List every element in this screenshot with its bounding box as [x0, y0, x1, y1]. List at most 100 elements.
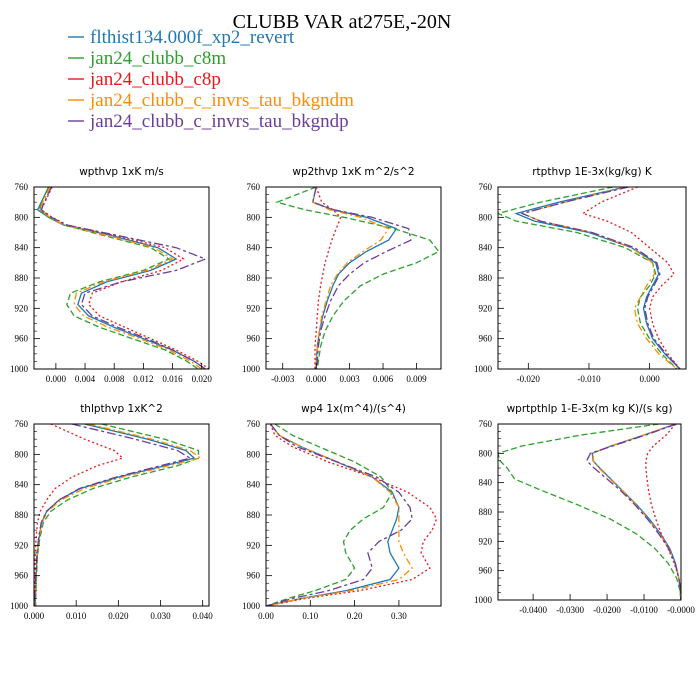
x-tick-label: 0.20: [347, 611, 363, 621]
y-tick-label: 760: [15, 419, 29, 429]
chart-panel: wp4 1x(m^4)/(s^4)76080084088092096010000…: [242, 403, 442, 621]
y-tick-label: 1000: [242, 601, 261, 611]
y-tick-label: 1000: [474, 595, 493, 605]
y-tick-label: 800: [479, 448, 493, 458]
y-tick-label: 840: [15, 243, 29, 253]
x-tick-label: 0.000: [46, 374, 67, 384]
legend-label: jan24_clubb_c_invrs_tau_bkgndp: [89, 111, 349, 132]
x-tick-label: -0.0000: [667, 605, 695, 615]
x-tick-label: 0.000: [639, 374, 660, 384]
chart-panel: thlpthvp 1xK^2 760 800 840 880 920 960 10000.00…: [10, 403, 213, 621]
y-tick-label: 760: [479, 182, 493, 192]
y-tick-label: 1000: [10, 601, 29, 611]
chart-panels: wpthvp 1xK m/s76080084088092096010000.00…: [10, 166, 695, 621]
legend-item: jan24_clubb_c_invrs_tau_bkgndm: [68, 90, 354, 111]
series-line: [275, 187, 440, 369]
y-tick-label: 800: [15, 449, 29, 459]
y-tick-label: 880: [247, 273, 261, 283]
series-line: [312, 187, 398, 369]
y-tick-label: 960: [15, 571, 29, 581]
x-tick-label: 0.020: [192, 374, 213, 384]
y-tick-label: 960: [479, 334, 493, 344]
series-line: [581, 187, 681, 369]
x-tick-label: 0.004: [75, 374, 96, 384]
legend-label: jan24_clubb_c_invrs_tau_bkgndm: [89, 90, 354, 111]
x-tick-label: 0.008: [104, 374, 125, 384]
chart-panel: rtpthvp 1E-3x(kg/kg) K 760 800 840 880 920 960…: [474, 166, 687, 384]
x-tick-label: -0.0300: [556, 605, 584, 615]
panel-title: wp4 1x(m^4)/(s^4): [301, 403, 406, 415]
x-tick-label: 0.040: [193, 611, 214, 621]
y-tick-label: 840: [479, 478, 493, 488]
legend-label: flthist134.000f_xp2_revert: [90, 27, 295, 48]
series-line: [35, 424, 200, 606]
y-tick-label: 880: [479, 273, 493, 283]
y-tick-label: 1000: [10, 364, 29, 374]
x-tick-label: -0.0400: [519, 605, 547, 615]
y-tick-label: 760: [15, 182, 29, 192]
x-tick-label: -0.0200: [593, 605, 621, 615]
y-tick-label: 880: [479, 507, 493, 517]
y-tick-label: 960: [479, 566, 493, 576]
x-tick-label: 0.020: [108, 611, 129, 621]
series-line: [514, 187, 681, 369]
series-line: [34, 424, 192, 606]
panel-title: wprtpthlp 1-E-3x(m kg K)/(s kg): [507, 403, 673, 415]
y-tick-label: 920: [479, 536, 493, 546]
figure-title: CLUBB VAR at275E,-20N: [233, 11, 452, 33]
series-line: [266, 424, 413, 606]
series-line: [591, 424, 681, 600]
series-group: [275, 187, 440, 369]
series-line: [266, 424, 400, 606]
x-tick-label: 0.012: [133, 374, 153, 384]
series-line: [498, 187, 678, 369]
legend-item: flthist134.000f_xp2_revert: [68, 27, 295, 48]
y-tick-label: 800: [15, 212, 29, 222]
y-tick-label: 840: [15, 480, 29, 490]
plot-frame: [265, 423, 442, 607]
series-line: [36, 187, 206, 369]
y-tick-label: 840: [479, 243, 493, 253]
series-group: [498, 424, 681, 600]
series-line: [312, 187, 412, 369]
x-tick-label: 0.00: [258, 611, 274, 621]
series-line: [34, 424, 196, 606]
y-tick-label: 920: [247, 303, 261, 313]
panel-title: wp2thvp 1xK m^2/s^2: [292, 166, 414, 178]
y-tick-label: 840: [247, 243, 261, 253]
y-tick-label: 920: [15, 540, 29, 550]
x-tick-label: 0.009: [406, 374, 427, 384]
x-tick-label: 0.010: [66, 611, 87, 621]
series-line: [520, 187, 678, 369]
plot-frame: [33, 423, 210, 607]
series-line: [585, 424, 681, 600]
y-tick-label: 800: [479, 212, 493, 222]
x-tick-label: -0.010: [577, 374, 601, 384]
series-group: [266, 424, 438, 606]
x-tick-label: 0.10: [302, 611, 318, 621]
x-tick-label: 0.016: [162, 374, 183, 384]
series-line: [520, 187, 681, 369]
y-tick-label: 1000: [474, 364, 493, 374]
y-tick-label: 760: [247, 182, 261, 192]
panel-title: thlpthvp 1xK^2: [80, 403, 163, 415]
y-tick-label: 920: [479, 303, 493, 313]
legend-item: jan24_clubb_c8m: [68, 48, 226, 69]
x-tick-label: 0.000: [24, 611, 45, 621]
series-line: [266, 424, 394, 606]
series-group: [498, 187, 681, 369]
x-tick-label: 0.003: [339, 374, 360, 384]
series-line: [40, 187, 209, 369]
chart-panel: wpthvp 1xK m/s 760 800 840 880 920 960 1000 0.00…: [10, 166, 212, 384]
series-line: [592, 424, 681, 600]
y-tick-label: 920: [15, 303, 29, 313]
series-line: [645, 424, 681, 600]
series-line: [39, 187, 203, 369]
y-tick-label: 760: [247, 419, 261, 429]
legend-item: jan24_clubb_c_invrs_tau_bkgndp: [68, 111, 349, 132]
legend-label: jan24_clubb_c8p: [89, 69, 221, 90]
y-tick-label: 760: [479, 419, 493, 429]
x-tick-label: -0.003: [271, 374, 295, 384]
y-tick-label: 1000: [242, 364, 261, 374]
